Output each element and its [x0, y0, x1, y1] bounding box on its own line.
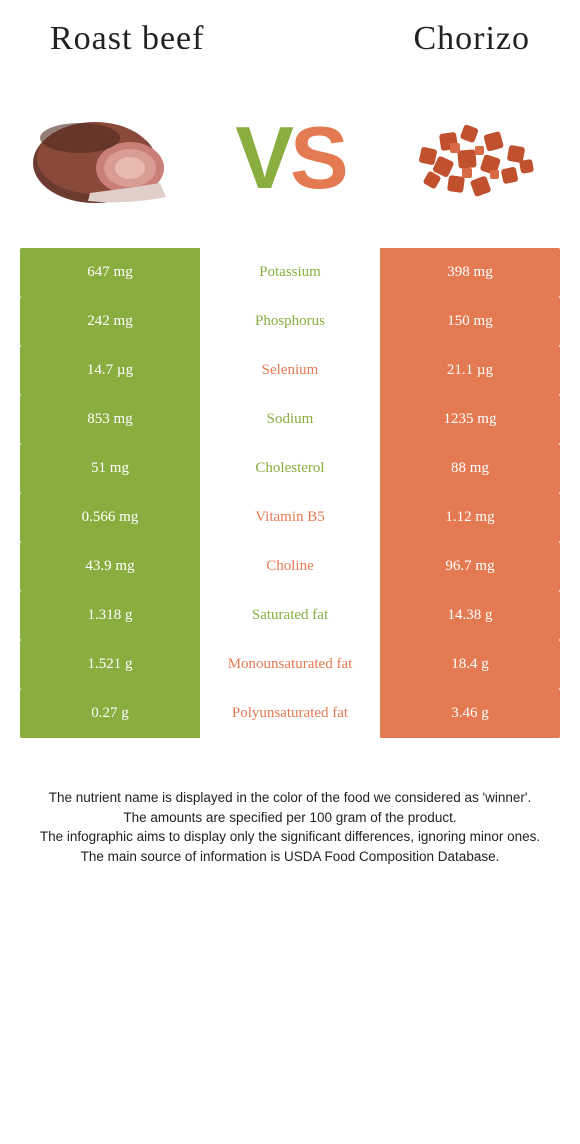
images-row: VS: [20, 68, 560, 248]
nutrient-label: Potassium: [200, 248, 380, 297]
roast-beef-image: [20, 98, 190, 218]
footer-line-2: The amounts are specified per 100 gram o…: [20, 808, 560, 828]
nutrient-label: Selenium: [200, 346, 380, 395]
chorizo-image: [390, 98, 560, 218]
left-value: 853 mg: [20, 395, 200, 444]
footer-line-1: The nutrient name is displayed in the co…: [20, 788, 560, 808]
right-value: 21.1 µg: [380, 346, 560, 395]
right-value: 1.12 mg: [380, 493, 560, 542]
footer-line-4: The main source of information is USDA F…: [20, 847, 560, 867]
right-value: 1235 mg: [380, 395, 560, 444]
right-value: 18.4 g: [380, 640, 560, 689]
roast-beef-icon: [20, 98, 190, 218]
left-value: 0.566 mg: [20, 493, 200, 542]
titles-row: Roast beef Chorizo: [20, 20, 560, 68]
table-row: 647 mgPotassium398 mg: [20, 248, 560, 297]
table-row: 0.27 gPolyunsaturated fat3.46 g: [20, 689, 560, 738]
infographic-container: Roast beef Chorizo VS: [0, 0, 580, 738]
footer-line-3: The infographic aims to display only the…: [20, 827, 560, 847]
table-row: 0.566 mgVitamin B51.12 mg: [20, 493, 560, 542]
right-value: 398 mg: [380, 248, 560, 297]
nutrient-label: Phosphorus: [200, 297, 380, 346]
table-row: 51 mgCholesterol88 mg: [20, 444, 560, 493]
vs-s: S: [290, 108, 345, 207]
left-value: 14.7 µg: [20, 346, 200, 395]
left-value: 1.521 g: [20, 640, 200, 689]
left-food-title: Roast beef: [50, 20, 204, 58]
table-row: 853 mgSodium1235 mg: [20, 395, 560, 444]
right-food-title: Chorizo: [413, 20, 530, 58]
table-row: 242 mgPhosphorus150 mg: [20, 297, 560, 346]
table-row: 1.521 gMonounsaturated fat18.4 g: [20, 640, 560, 689]
chorizo-icon: [390, 98, 560, 218]
table-row: 43.9 mgCholine96.7 mg: [20, 542, 560, 591]
left-value: 1.318 g: [20, 591, 200, 640]
nutrient-label: Polyunsaturated fat: [200, 689, 380, 738]
right-value: 88 mg: [380, 444, 560, 493]
left-value: 0.27 g: [20, 689, 200, 738]
left-value: 242 mg: [20, 297, 200, 346]
nutrient-label: Cholesterol: [200, 444, 380, 493]
nutrient-label: Saturated fat: [200, 591, 380, 640]
right-value: 3.46 g: [380, 689, 560, 738]
nutrient-label: Choline: [200, 542, 380, 591]
right-value: 150 mg: [380, 297, 560, 346]
table-row: 1.318 gSaturated fat14.38 g: [20, 591, 560, 640]
nutrient-label: Monounsaturated fat: [200, 640, 380, 689]
vs-v: V: [235, 108, 290, 207]
right-value: 14.38 g: [380, 591, 560, 640]
nutrient-label: Vitamin B5: [200, 493, 380, 542]
vs-label: VS: [235, 114, 344, 202]
footer-notes: The nutrient name is displayed in the co…: [0, 738, 580, 886]
left-value: 51 mg: [20, 444, 200, 493]
right-value: 96.7 mg: [380, 542, 560, 591]
nutrient-label: Sodium: [200, 395, 380, 444]
left-value: 43.9 mg: [20, 542, 200, 591]
table-row: 14.7 µgSelenium21.1 µg: [20, 346, 560, 395]
comparison-table: 647 mgPotassium398 mg242 mgPhosphorus150…: [20, 248, 560, 738]
left-value: 647 mg: [20, 248, 200, 297]
